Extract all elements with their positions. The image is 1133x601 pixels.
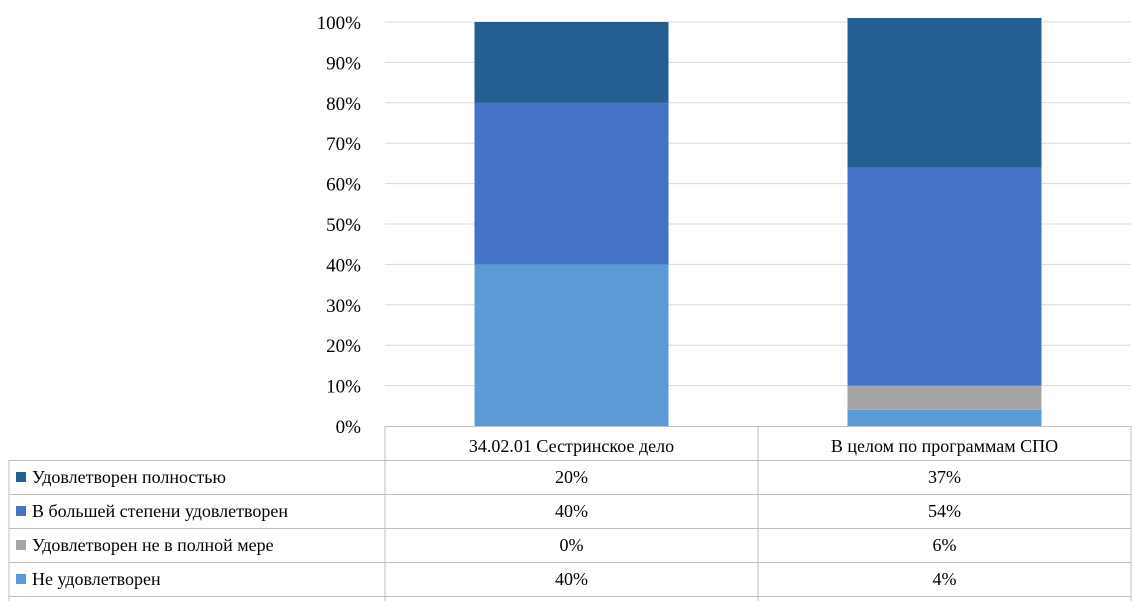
bar-segment — [474, 102, 669, 265]
data-label: 54% — [928, 501, 961, 521]
series-label: В большей степени удовлетворен — [32, 501, 288, 521]
legend-key — [16, 472, 26, 482]
data-label: 20% — [555, 467, 588, 487]
bar-segment — [847, 409, 1042, 426]
category-label: 34.02.01 Сестринское дело — [469, 436, 674, 456]
bar-segment — [474, 22, 669, 103]
legend-key — [16, 506, 26, 516]
y-tick-label: 50% — [326, 215, 361, 236]
y-tick-label: 70% — [326, 134, 361, 155]
y-tick-label: 30% — [326, 296, 361, 317]
series-label: Удовлетворен не в полной мере — [32, 535, 274, 555]
legend-key — [16, 574, 26, 584]
series-label: Не удовлетворен — [32, 569, 161, 589]
data-label: 4% — [933, 569, 957, 589]
data-label: 37% — [928, 467, 961, 487]
bar-segment — [847, 385, 1042, 410]
y-tick-label: 60% — [326, 175, 361, 196]
data-label: 40% — [555, 569, 588, 589]
legend-key — [16, 540, 26, 550]
category-label: В целом по программам СПО — [831, 436, 1058, 456]
bar-segment — [847, 17, 1042, 168]
y-tick-label: 80% — [326, 94, 361, 115]
y-tick-label: 90% — [326, 53, 361, 74]
y-tick-label: 0% — [336, 417, 362, 438]
bar-segment — [474, 264, 669, 426]
data-label: 6% — [933, 535, 957, 555]
bar-segment — [847, 167, 1042, 386]
data-label: 0% — [560, 535, 584, 555]
y-tick-label: 10% — [326, 377, 361, 398]
series-label: Удовлетворен полностью — [32, 467, 226, 487]
y-tick-label: 40% — [326, 255, 361, 276]
y-tick-label: 20% — [326, 336, 361, 357]
data-label: 40% — [555, 501, 588, 521]
y-tick-label: 100% — [317, 13, 362, 34]
